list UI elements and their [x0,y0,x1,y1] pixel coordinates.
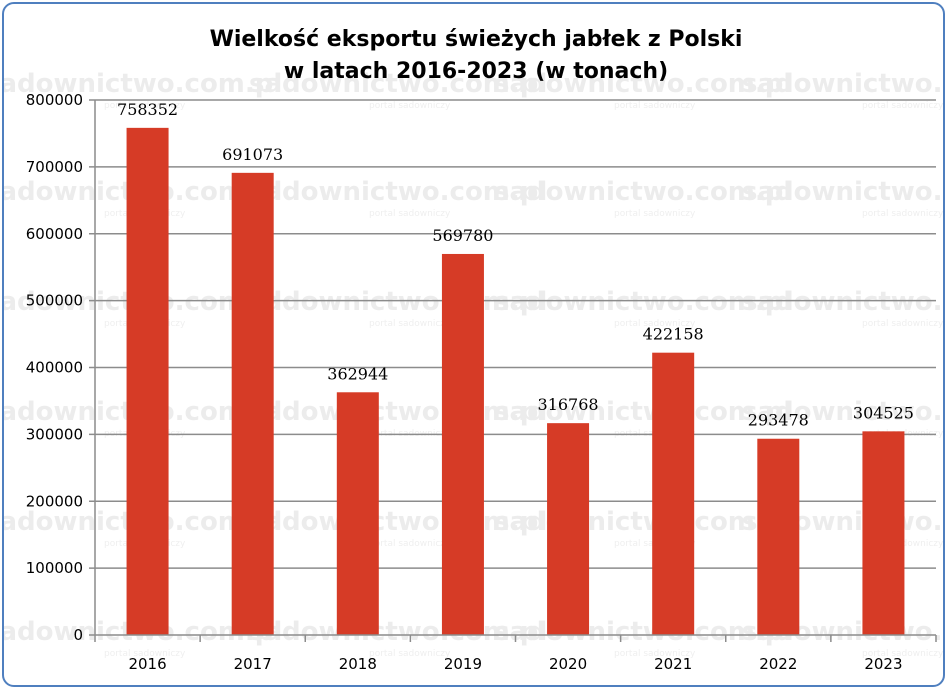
watermark-text: sadownictwo.com.pl [742,287,943,317]
x-tick-label-2019: 2019 [444,655,482,673]
axes [94,100,936,642]
bar-2022 [757,438,800,635]
y-tick-label: 300000 [26,425,83,443]
watermark-layer: sadownictwo.com.pl portal sadowniczy sadow… [4,69,943,659]
data-label-2018: 362944 [327,364,388,383]
y-tick-label: 500000 [26,292,83,310]
watermark-text: sadownictwo.com.pl [249,287,547,317]
y-tick-label: 800000 [26,91,83,109]
watermark-subtext: portal sadowniczy [369,539,451,549]
y-tick-label: 100000 [26,559,83,577]
watermark-subtext: portal sadowniczy [614,101,696,111]
data-label-2021: 422158 [643,325,704,344]
data-labels: 758352 691073 362944 569780 316768 422158 2934… [117,100,914,430]
chart-title-line-2: w latach 2016-2023 (w tonach) [284,59,668,84]
bars [126,127,905,636]
chart-canvas: sadownictwo.com.pl portal sadowniczy sadow… [4,27,943,673]
watermark-subtext: portal sadowniczy [614,319,696,329]
bar-2017 [231,172,274,636]
watermark-text: sadownictwo.com.pl [4,69,282,99]
chart-title-line-1: Wielkość eksportu świeżych jabłek z Pols… [210,27,743,52]
watermark-text: sadownictwo.com.pl [494,397,792,427]
watermark-subtext: portal sadowniczy [369,319,451,329]
watermark-text: sadownictwo.com.pl [249,177,547,207]
watermark-text: sadownictwo.com.pl [742,397,943,427]
x-tick-label-2023: 2023 [864,655,902,673]
bar-2021 [652,352,695,635]
bar-2016 [126,127,169,635]
y-tick-labels: 0 100000 200000 300000 400000 500000 600000 700… [26,91,83,644]
data-label-2020: 316768 [538,395,599,414]
data-label-2023: 304525 [853,403,914,422]
watermark-subtext: portal sadowniczy [862,209,943,219]
watermark-subtext: portal sadowniczy [614,649,696,659]
watermark-text: sadownictwo.com.pl [249,397,547,427]
watermark-subtext: portal sadowniczy [862,101,943,111]
watermark-text: sadownictwo.com.pl [494,177,792,207]
x-tick-label-2016: 2016 [128,655,166,673]
watermark-text: sadownictwo.com.pl [742,69,943,99]
watermark-text: sadownictwo.com.pl [494,507,792,537]
watermark-subtext: portal sadowniczy [369,101,451,111]
watermark-text: sadownictwo.com.pl [494,69,792,99]
x-tick-labels: 2016 2017 2018 2019 2020 2021 2022 2023 [128,655,902,673]
x-tick-label-2017: 2017 [234,655,272,673]
data-label-2019: 569780 [432,226,493,245]
x-tick-label-2020: 2020 [549,655,587,673]
watermark-text: sadownictwo.com.pl [742,177,943,207]
y-tick-label: 600000 [26,225,83,243]
data-label-2022: 293478 [748,411,809,430]
watermark-text: sadownictwo.com.pl [249,507,547,537]
watermark-text: sadownictwo.com.pl [249,69,547,99]
y-tick-label: 200000 [26,492,83,510]
watermark-text: sadownictwo.com.pl [249,617,547,647]
watermark-text: sadownictwo.com.pl [494,287,792,317]
watermark-subtext: portal sadowniczy [104,649,186,659]
bar-2018 [336,392,379,635]
bar-2020 [547,423,590,635]
bar-2019 [441,253,484,635]
watermark-subtext: portal sadowniczy [862,319,943,329]
data-label-2017: 691073 [222,145,283,164]
watermark-subtext: portal sadowniczy [369,649,451,659]
watermark-subtext: portal sadowniczy [862,649,943,659]
watermark-subtext: portal sadowniczy [369,209,451,219]
bar-2023 [862,431,905,635]
y-tick-label: 700000 [26,158,83,176]
watermark-subtext: portal sadowniczy [104,101,186,111]
watermark-text: sadownictwo.com.pl [494,617,792,647]
y-tick-label: 0 [73,626,83,644]
x-tick-label-2021: 2021 [654,655,692,673]
x-tick-label-2018: 2018 [339,655,377,673]
data-label-2016: 758352 [117,100,178,119]
y-tick-label: 400000 [26,359,83,377]
watermark-subtext: portal sadowniczy [614,209,696,219]
x-tick-label-2022: 2022 [759,655,797,673]
